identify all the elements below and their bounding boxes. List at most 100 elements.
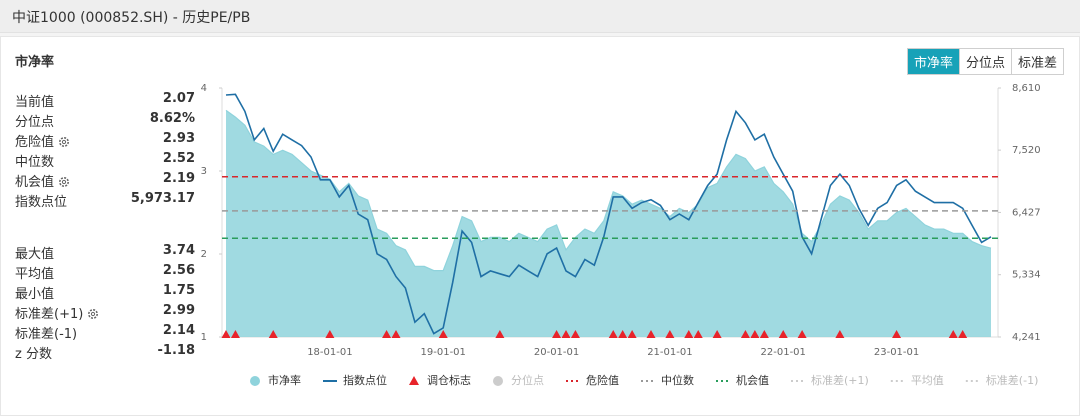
page-title: 中证1000 (000852.SH) - 历史PE/PB xyxy=(12,10,251,26)
legend-item[interactable]: 机会值 xyxy=(716,373,769,387)
rebalance-marker xyxy=(797,330,807,338)
stat-row: 最大值 3.74 xyxy=(15,241,195,262)
y-tick-label: 3 xyxy=(201,166,207,177)
y2-tick-label: 7,520 xyxy=(1012,145,1041,156)
legend-item[interactable]: 标准差(+1) xyxy=(791,373,869,387)
stat-label: 标准差(+1) xyxy=(15,303,99,322)
stat-value: 3.74 xyxy=(162,243,195,258)
stat-value: 8.62% xyxy=(149,111,195,126)
stat-value: 2.52 xyxy=(162,151,195,166)
index-line xyxy=(225,93,992,335)
stat-value: 5,973.17 xyxy=(130,191,195,206)
rebalance-marker xyxy=(684,330,694,338)
rebalance-marker xyxy=(618,330,628,338)
rebalance-marker xyxy=(552,330,562,338)
rebalance-marker xyxy=(570,330,580,338)
legend-icon xyxy=(409,376,419,385)
y2-tick-label: 6,427 xyxy=(1012,207,1041,218)
rebalance-marker xyxy=(561,330,571,338)
rebalance-marker xyxy=(627,330,637,338)
rebalance-marker xyxy=(391,330,401,338)
y-tick-label: 1 xyxy=(201,332,207,343)
legend-item[interactable]: 危险值 xyxy=(566,373,619,387)
legend-label: 标准差(+1) xyxy=(811,373,869,387)
legend-icon xyxy=(250,376,260,386)
stat-row: 分位点 8.62% xyxy=(15,109,195,130)
y-tick-label: 4 xyxy=(201,83,207,94)
stat-row: 最小值 1.75 xyxy=(15,281,195,302)
x-tick-label: 18-01-01 xyxy=(307,347,352,358)
tab[interactable]: 市净率 xyxy=(908,49,960,74)
y2-tick-label: 8,610 xyxy=(1012,83,1041,94)
rebalance-marker xyxy=(778,330,788,338)
stat-value: 2.93 xyxy=(162,131,195,146)
rebalance-marker xyxy=(495,330,505,338)
tab[interactable]: 标准差 xyxy=(1011,49,1064,74)
legend-item[interactable]: 指数点位 xyxy=(323,373,387,387)
x-tick-label: 23-01-01 xyxy=(874,347,919,358)
legend-item[interactable]: 中位数 xyxy=(641,373,694,387)
x-tick-label: 22-01-01 xyxy=(761,347,806,358)
panel: 市净率 市净率 分位点 标准差 当前值 2.07 分位点 8.62% 危险值 2.93 中位… xyxy=(0,36,1080,416)
rebalance-marker xyxy=(948,330,958,338)
tab-group: 市净率 分位点 标准差 xyxy=(907,48,1065,75)
rebalance-marker xyxy=(712,330,722,338)
stat-label: 平均值 xyxy=(15,267,55,282)
rebalance-marker xyxy=(958,330,968,338)
stat-label: 机会值 xyxy=(15,171,70,190)
stat-label: 中位数 xyxy=(15,155,55,170)
stat-row: 平均值 2.56 xyxy=(15,261,195,282)
stat-label: 分位点 xyxy=(15,115,55,130)
stat-value: 1.75 xyxy=(162,283,195,298)
rebalance-marker xyxy=(750,330,760,338)
stat-value: 2.99 xyxy=(162,303,195,318)
rebalance-marker xyxy=(325,330,335,338)
x-tick-label: 21-01-01 xyxy=(647,347,692,358)
tab[interactable]: 分位点 xyxy=(959,49,1012,74)
stat-row: 当前值 2.07 xyxy=(15,89,195,110)
rebalance-marker xyxy=(268,330,278,338)
rebalance-marker xyxy=(382,330,392,338)
legend-label: 标准差(-1) xyxy=(986,373,1039,387)
panel-title: 市净率 xyxy=(15,55,55,70)
legend-label: 平均值 xyxy=(911,374,944,387)
rebalance-marker xyxy=(835,330,845,338)
rebalance-marker xyxy=(608,330,618,338)
gear-icon[interactable] xyxy=(58,176,70,188)
area-line xyxy=(225,109,992,272)
stat-row: 危险值 2.93 xyxy=(15,129,195,150)
area xyxy=(226,110,991,338)
stat-label: 指数点位 xyxy=(15,195,68,210)
y2-tick-label: 5,334 xyxy=(1012,270,1041,281)
gear-icon[interactable] xyxy=(87,308,99,320)
rebalance-marker xyxy=(230,330,240,338)
stat-row: 标准差(+1) 2.99 xyxy=(15,301,195,322)
rebalance-marker xyxy=(759,330,769,338)
legend-item[interactable]: 分位点 xyxy=(493,373,544,387)
rebalance-marker xyxy=(646,330,656,338)
gear-icon[interactable] xyxy=(58,136,70,148)
x-tick-label: 20-01-01 xyxy=(534,347,579,358)
rebalance-marker xyxy=(665,330,675,338)
legend-item[interactable]: 市净率 xyxy=(250,373,301,387)
stat-row: 指数点位 5,973.17 xyxy=(15,189,195,210)
y2-tick-label: 4,241 xyxy=(1012,332,1041,343)
stat-label: 当前值 xyxy=(15,95,55,110)
legend-item[interactable]: 平均值 xyxy=(890,374,944,387)
legend-label: 机会值 xyxy=(736,373,769,387)
legend-label: 市净率 xyxy=(268,373,301,387)
legend-item[interactable]: 调仓标志 xyxy=(409,373,471,387)
legend-label: 调仓标志 xyxy=(427,373,471,387)
rebalance-marker xyxy=(438,330,448,338)
stat-row: 中位数 2.52 xyxy=(15,149,195,170)
legend-label: 指数点位 xyxy=(343,373,387,387)
stat-label: z 分数 xyxy=(15,347,52,362)
stat-label: 危险值 xyxy=(15,131,70,150)
header-bar: 中证1000 (000852.SH) - 历史PE/PB xyxy=(0,0,1080,33)
legend-item[interactable]: 标准差(-1) xyxy=(965,373,1039,387)
legend-icon xyxy=(493,376,503,386)
rebalance-marker xyxy=(221,330,231,338)
stat-row: 机会值 2.19 xyxy=(15,169,195,190)
legend-label: 危险值 xyxy=(586,373,619,387)
